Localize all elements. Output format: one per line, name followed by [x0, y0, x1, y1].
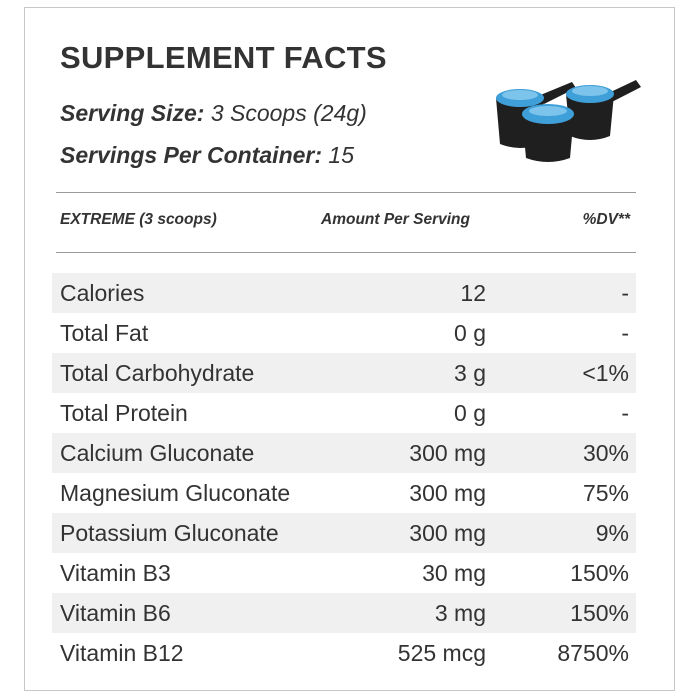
nutrient-amount: 300 mg [409, 520, 486, 546]
nutrient-amount: 0 g [454, 320, 486, 346]
divider-header [56, 252, 636, 253]
nutrient-dv: <1% [582, 360, 629, 386]
nutrient-name: Vitamin B6 [60, 600, 171, 626]
nutrient-name: Magnesium Gluconate [60, 480, 291, 506]
nutrient-dv: 75% [582, 480, 629, 506]
nutrient-dv: 150% [570, 600, 629, 626]
servings-per-container: Servings Per Container: 15 [60, 142, 354, 169]
nutrient-name: Total Fat [60, 320, 149, 346]
nutrient-name: Total Carbohydrate [60, 360, 255, 386]
page-title: SUPPLEMENT FACTS [60, 40, 387, 75]
column-header-amount: Amount Per Serving [321, 211, 470, 228]
table-row: Magnesium Gluconate 300 mg 75% [52, 473, 636, 513]
column-header-product: EXTREME (3 scoops) [60, 211, 217, 228]
serving-size-value: 3 Scoops (24g) [210, 100, 367, 126]
nutrient-amount: 0 g [454, 400, 486, 426]
table-row: Vitamin B12 525 mcg 8750% [52, 633, 636, 673]
table-row: Vitamin B6 3 mg 150% [52, 593, 636, 633]
nutrient-amount: 525 mcg [397, 640, 486, 666]
scoops-icon [496, 80, 641, 162]
table-row: Calories 12 - [52, 273, 636, 313]
serving-size-label: Serving Size: [60, 100, 205, 126]
table-row: Vitamin B3 30 mg 150% [52, 553, 636, 593]
nutrient-name: Vitamin B12 [60, 640, 184, 666]
nutrient-name: Total Protein [60, 400, 188, 426]
servings-per-container-value: 15 [328, 142, 355, 168]
nutrient-amount: 3 mg [434, 600, 486, 626]
nutrient-dv: - [621, 280, 629, 306]
nutrient-name: Calories [60, 280, 145, 306]
table-row: Total Carbohydrate 3 g <1% [52, 353, 636, 393]
nutrient-amount: 30 mg [422, 560, 486, 586]
table-row: Calcium Gluconate 300 mg 30% [52, 433, 636, 473]
nutrient-amount: 300 mg [409, 440, 486, 466]
nutrient-dv: - [621, 400, 629, 426]
servings-per-container-label: Servings Per Container: [60, 142, 323, 168]
nutrient-dv: - [621, 320, 629, 346]
nutrient-name: Vitamin B3 [60, 560, 171, 586]
nutrient-dv: 8750% [557, 640, 629, 666]
nutrient-amount: 12 [460, 280, 486, 306]
serving-size: Serving Size: 3 Scoops (24g) [60, 100, 367, 127]
nutrient-dv: 30% [582, 440, 629, 466]
nutrient-table: Calories 12 - Total Fat 0 g - Total Carb… [52, 273, 636, 673]
nutrient-dv: 9% [595, 520, 629, 546]
table-row: Total Fat 0 g - [52, 313, 636, 353]
nutrient-dv: 150% [570, 560, 629, 586]
nutrient-name: Calcium Gluconate [60, 440, 255, 466]
divider-top [56, 192, 636, 193]
table-row: Potassium Gluconate 300 mg 9% [52, 513, 636, 553]
nutrient-amount: 3 g [454, 360, 486, 386]
nutrient-name: Potassium Gluconate [60, 520, 279, 546]
table-row: Total Protein 0 g - [52, 393, 636, 433]
column-header-dv: %DV** [582, 211, 630, 228]
nutrient-amount: 300 mg [409, 480, 486, 506]
